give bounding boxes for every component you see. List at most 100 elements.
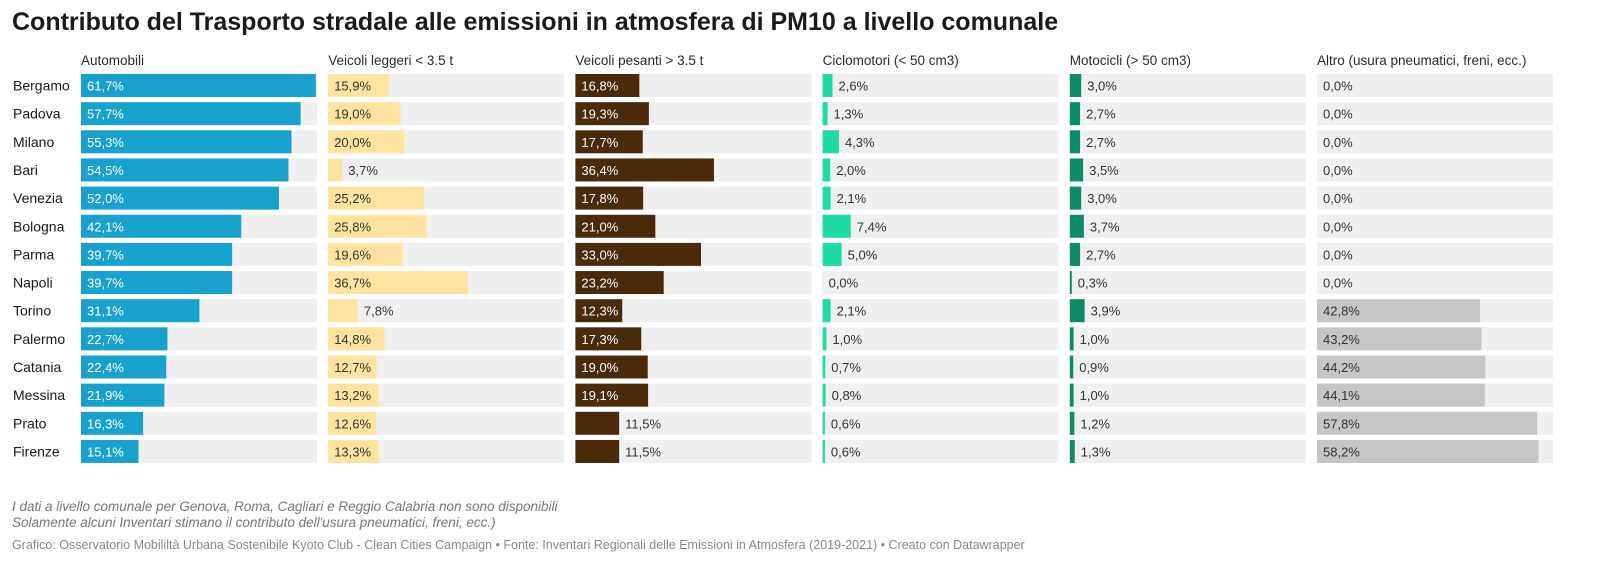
bar-automobili-milano [81,130,292,154]
bar-automobili-padova [81,102,301,126]
city-label-venezia: Venezia [13,190,63,206]
bar-ciclomotori-50-cm3-bologna [822,214,851,238]
value-label: 3,7% [1090,219,1120,234]
bar-altro-usura-pneumatici-freni-ecc-catania [1317,355,1486,379]
bar-track [1069,130,1306,154]
value-label: 54,5% [87,163,124,178]
bar-motocicli-50-cm3-prato [1069,411,1075,435]
bar-track [1069,186,1306,210]
value-label: 2,0% [836,163,866,178]
bar-ciclomotori-50-cm3-catania [822,355,826,379]
value-label: 21,0% [581,219,618,234]
value-label: 22,7% [87,332,124,347]
value-label: 0,0% [1323,135,1353,150]
value-label: 20,0% [334,135,371,150]
bar-veicoli-leggeri-3-5-t-milano [328,130,405,154]
value-label: 2,7% [1086,247,1116,262]
bar-automobili-parma [81,242,233,266]
city-label-messina: Messina [13,387,65,403]
bar-ciclomotori-50-cm3-padova [822,102,828,126]
value-label: 57,8% [1323,416,1360,431]
bar-ciclomotori-50-cm3-venezia [822,186,831,210]
value-label: 58,2% [1323,444,1360,459]
value-label: 33,0% [581,247,618,262]
value-label: 12,6% [334,416,371,431]
bar-track [822,214,1059,238]
bar-track [822,299,1059,323]
bar-track [822,158,1059,182]
value-label: 2,7% [1086,135,1116,150]
bar-veicoli-leggeri-3-5-t-messina [328,383,379,407]
bar-automobili-napoli [81,271,233,295]
value-label: 16,8% [581,79,618,94]
value-label: 43,2% [1323,332,1360,347]
bar-motocicli-50-cm3-parma [1069,242,1081,266]
bar-veicoli-pesanti-3-5-t-catania [575,355,648,379]
panel-header-automobili: Automobili [81,53,144,68]
value-label: 19,3% [581,107,618,122]
city-label-milano: Milano [13,134,54,150]
value-label: 0,0% [829,276,859,291]
bar-track [822,130,1059,154]
bar-veicoli-pesanti-3-5-t-bergamo [575,74,640,97]
value-label: 23,2% [581,276,618,291]
bar-automobili-palermo [81,327,168,351]
bar-automobili-messina [81,383,165,407]
value-label: 0,0% [1323,163,1353,178]
bar-veicoli-pesanti-3-5-t-prato [575,411,620,435]
bar-track [1069,383,1306,407]
bar-track [1069,242,1306,266]
bar-veicoli-leggeri-3-5-t-torino [328,299,358,323]
value-label: 42,1% [87,219,124,234]
value-label: 3,0% [1087,191,1117,206]
bar-automobili-catania [81,355,167,379]
panel-header-motocicli-50-cm3: Motocicli (> 50 cm3) [1070,53,1191,68]
value-label: 15,9% [334,79,371,94]
bar-veicoli-pesanti-3-5-t-messina [575,383,649,407]
chart-notes: I dati a livello comunale per Genova, Ro… [12,499,558,531]
bar-track [328,327,565,351]
value-label: 0,0% [1323,191,1353,206]
value-label: 12,7% [334,360,371,375]
value-label: 0,0% [1323,79,1353,94]
city-label-palermo: Palermo [13,331,65,347]
bar-track [822,74,1059,97]
bar-automobili-venezia [81,186,279,210]
value-label: 17,3% [581,332,618,347]
value-label: 0,8% [832,388,862,403]
value-label: 1,0% [832,332,862,347]
value-label: 44,1% [1323,388,1360,403]
bar-automobili-prato [81,411,144,435]
bar-track [822,411,1059,435]
bar-motocicli-50-cm3-milano [1069,130,1081,154]
value-label: 2,7% [1086,107,1116,122]
bar-track [822,242,1059,266]
city-label-bergamo: Bergamo [13,78,70,94]
value-label: 17,8% [581,191,618,206]
value-label: 12,3% [581,304,618,319]
value-label: 52,0% [87,191,124,206]
bar-ciclomotori-50-cm3-bari [822,158,831,182]
bar-track [328,383,565,407]
city-label-napoli: Napoli [13,275,53,291]
bar-ciclomotori-50-cm3-prato [822,411,825,435]
bar-track [575,439,812,463]
value-label: 15,1% [87,444,124,459]
bar-veicoli-leggeri-3-5-t-prato [328,411,377,435]
value-label: 0,0% [1323,219,1353,234]
city-label-padova: Padova [13,106,61,122]
value-label: 0,0% [1323,247,1353,262]
value-label: 0,0% [1323,107,1353,122]
value-label: 3,0% [1087,79,1117,94]
value-label: 11,5% [625,444,661,459]
value-label: 3,9% [1091,304,1121,319]
value-label: 3,7% [348,163,378,178]
bar-veicoli-pesanti-3-5-t-bologna [575,214,656,238]
bar-track [1069,355,1306,379]
city-label-firenze: Firenze [13,443,60,459]
bar-motocicli-50-cm3-palermo [1069,327,1074,351]
bar-veicoli-leggeri-3-5-t-bari [328,158,343,182]
bar-ciclomotori-50-cm3-parma [822,242,842,266]
bar-track [822,355,1059,379]
value-label: 36,4% [581,163,618,178]
